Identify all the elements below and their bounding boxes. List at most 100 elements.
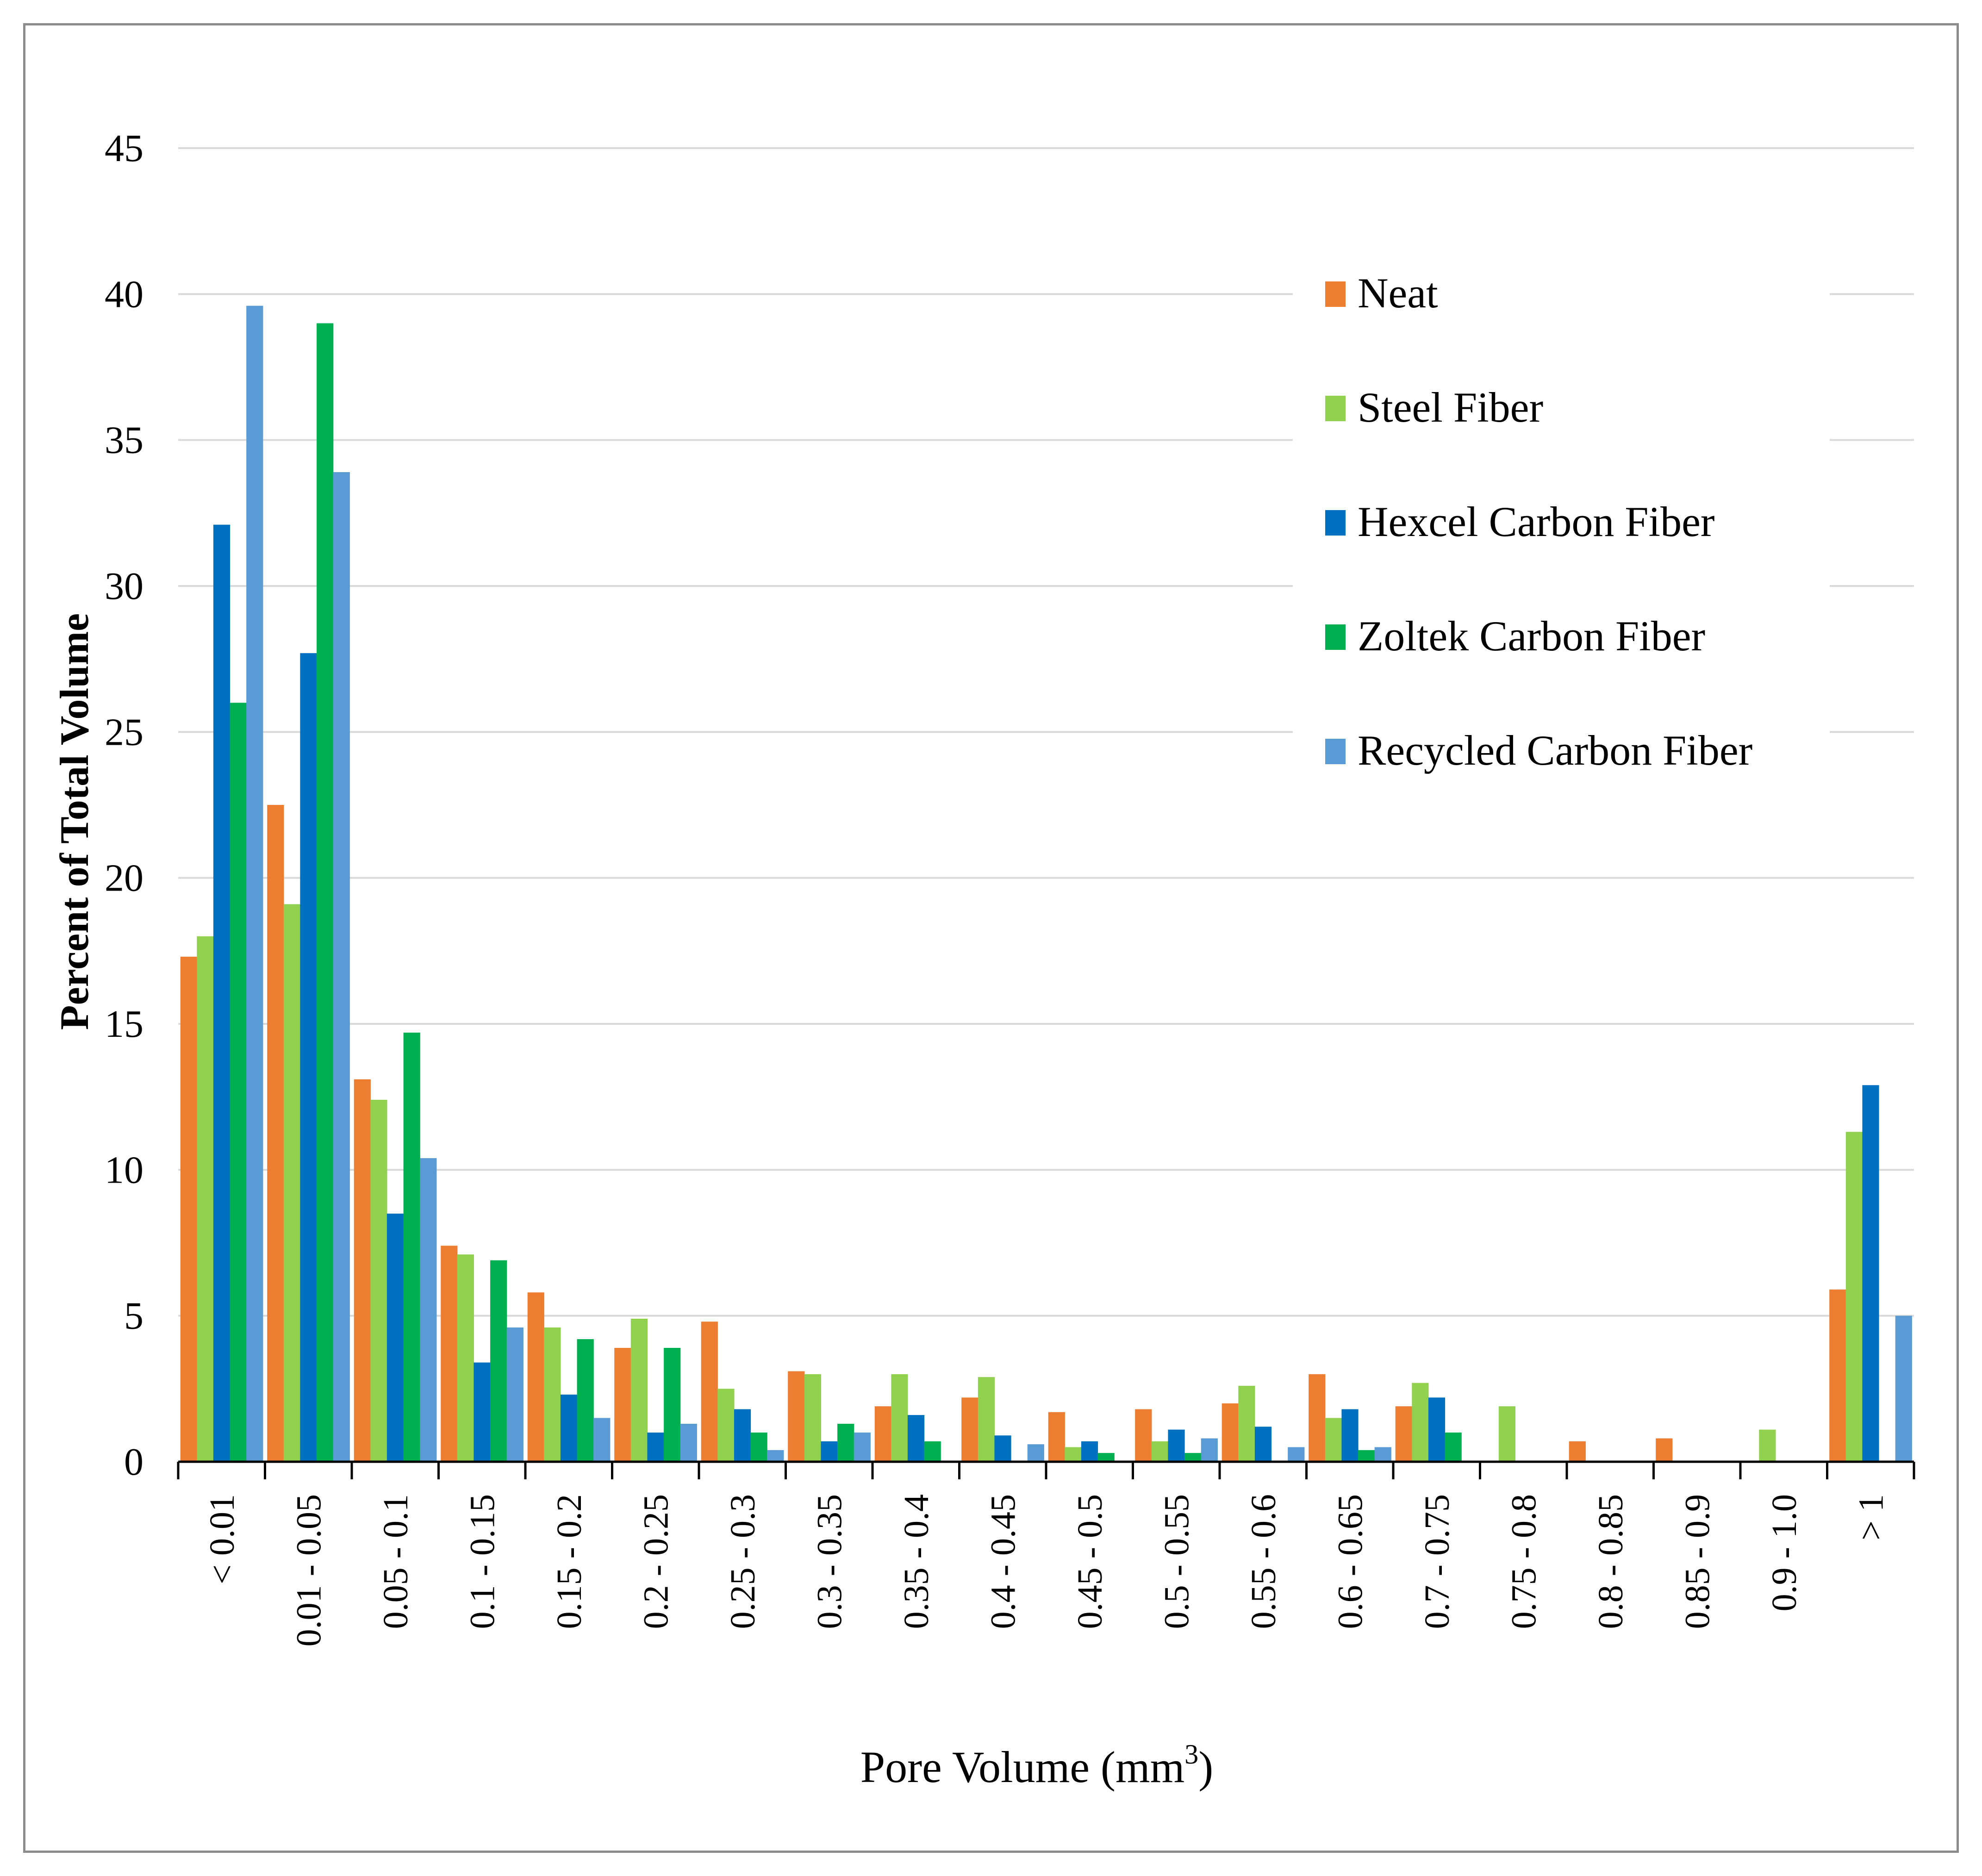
bar: [1325, 1418, 1342, 1462]
bar: [647, 1432, 664, 1462]
x-tick-label: > 1: [1851, 1494, 1890, 1540]
y-tick-label: 20: [105, 857, 143, 900]
bar: [1862, 1085, 1879, 1462]
legend-swatch: [1325, 510, 1346, 536]
x-tick-label: 0.3 - 0.35: [810, 1494, 849, 1629]
bar: [474, 1362, 491, 1462]
x-tick-label: 0.2 - 0.25: [636, 1494, 675, 1629]
legend-label: Steel Fiber: [1358, 384, 1543, 431]
bar: [1428, 1397, 1446, 1462]
bars: [180, 305, 1912, 1462]
x-tick-label: 0.6 - 0.65: [1331, 1494, 1370, 1629]
x-tick-label: 0.05 - 0.1: [376, 1494, 415, 1629]
bar: [630, 1319, 648, 1462]
legend-swatch: [1325, 396, 1346, 421]
x-tick-label: 0.85 - 0.9: [1678, 1494, 1717, 1629]
y-tick-label: 0: [124, 1440, 143, 1483]
bar: [527, 1292, 544, 1462]
x-tick-label: 0.9 - 1.0: [1765, 1494, 1804, 1611]
bar: [874, 1406, 891, 1462]
legend-label: Zoltek Carbon Fiber: [1358, 612, 1705, 660]
y-axis-label: Percent of Total Volume: [52, 613, 97, 1030]
axes: [177, 1460, 1915, 1479]
bar: [734, 1409, 751, 1462]
bar: [213, 524, 231, 1462]
bar: [1412, 1383, 1429, 1462]
bar: [961, 1397, 979, 1462]
bar: [300, 653, 317, 1462]
bar: [1759, 1429, 1776, 1462]
bar: [457, 1254, 474, 1462]
bar: [907, 1415, 925, 1462]
bar: [750, 1432, 767, 1462]
bar: [854, 1432, 871, 1462]
bar: [560, 1394, 578, 1462]
bar: [1309, 1374, 1326, 1462]
bar: [544, 1327, 561, 1462]
bar: [230, 703, 247, 1462]
y-tick-label: 10: [105, 1148, 143, 1191]
bar: [1829, 1289, 1846, 1462]
y-tick-label: 25: [105, 711, 143, 754]
bar: [717, 1389, 735, 1462]
y-tick-label: 35: [105, 419, 143, 462]
bar: [441, 1246, 458, 1462]
x-tick-label: 0.75 - 0.8: [1504, 1494, 1543, 1629]
bar: [506, 1327, 524, 1462]
bar: [197, 936, 214, 1462]
bar: [614, 1348, 631, 1462]
bar: [317, 323, 334, 1462]
x-tick-label: < 0.01: [203, 1494, 242, 1584]
legend-label: Recycled Carbon Fiber: [1358, 727, 1752, 774]
bar: [804, 1374, 821, 1462]
bar: [837, 1424, 854, 1462]
x-tick-label: 0.15 - 0.2: [550, 1494, 589, 1629]
bar: [283, 904, 300, 1462]
bar: [1341, 1409, 1359, 1462]
bar: [1065, 1447, 1082, 1462]
legend-swatch: [1325, 739, 1346, 764]
bar: [788, 1371, 805, 1462]
x-axis-label-text: Pore Volume (mm: [860, 1742, 1184, 1792]
chart: 0 5 10 15 20 25 30 35 40 45 < 0.01 0.01 - 0.05 0.05…: [52, 127, 1915, 1792]
bar: [403, 1032, 420, 1462]
bar: [1201, 1438, 1218, 1462]
bar: [1845, 1132, 1863, 1462]
bar: [701, 1321, 718, 1462]
bar: [1445, 1432, 1462, 1462]
bar: [1027, 1444, 1044, 1462]
x-tick-label: 0.25 - 0.3: [723, 1494, 762, 1629]
bar: [1358, 1450, 1375, 1462]
x-axis-label: Pore Volume (mm3): [860, 1739, 1213, 1792]
bar: [1151, 1441, 1168, 1462]
bar: [354, 1079, 371, 1462]
bar: [370, 1100, 387, 1462]
bar: [1569, 1441, 1586, 1462]
bar: [1395, 1406, 1412, 1462]
bar: [490, 1260, 507, 1462]
x-tick-label: 0.45 - 0.5: [1071, 1494, 1109, 1629]
bar: [978, 1377, 995, 1462]
x-tick-label: 0.5 - 0.55: [1157, 1494, 1196, 1629]
bar: [664, 1348, 681, 1462]
x-tick-label: 0.01 - 0.05: [289, 1494, 328, 1646]
x-tick-labels: < 0.01 0.01 - 0.05 0.05 - 0.1 0.1 - 0.15 0.1…: [203, 1494, 1891, 1646]
y-tick-label: 30: [105, 565, 143, 608]
legend-swatch: [1325, 281, 1346, 307]
bar: [891, 1374, 908, 1462]
bar: [333, 472, 350, 1462]
bar: [420, 1158, 437, 1462]
x-tick-label: 0.55 - 0.6: [1244, 1494, 1283, 1629]
bar: [1895, 1315, 1912, 1462]
legend-label: Neat: [1358, 269, 1438, 317]
bar: [1254, 1427, 1272, 1462]
y-tick-label: 5: [124, 1295, 143, 1338]
bar: [1656, 1438, 1673, 1462]
x-tick-label: 0.7 - 0.75: [1418, 1494, 1457, 1629]
bar: [267, 805, 284, 1462]
x-tick-label: 0.8 - 0.85: [1591, 1494, 1630, 1629]
bar: [1184, 1453, 1202, 1462]
bar: [180, 956, 197, 1462]
y-tick-label: 15: [105, 1003, 143, 1046]
bar: [1374, 1447, 1391, 1462]
